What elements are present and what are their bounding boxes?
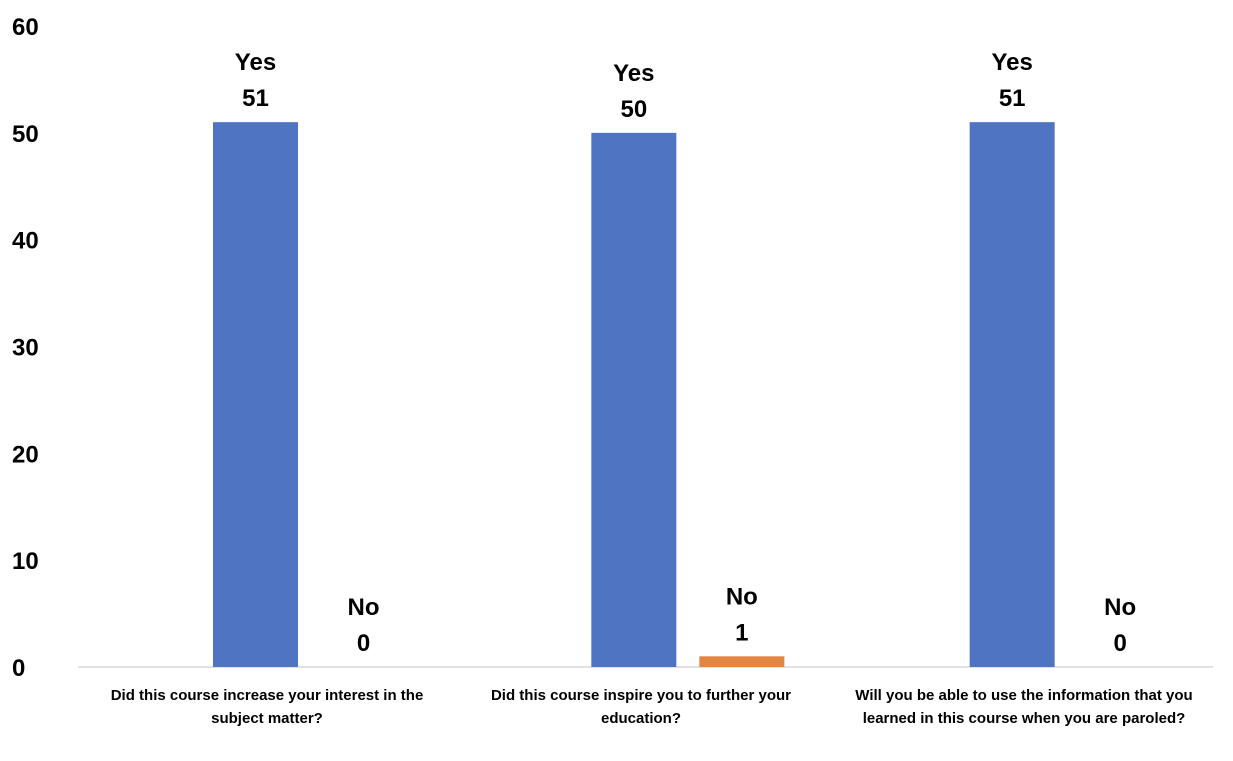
y-tick-label: 30 xyxy=(12,335,39,362)
bars xyxy=(213,122,1055,668)
data-label-series: No xyxy=(348,594,380,621)
bar-yes xyxy=(213,122,298,667)
data-label-series: Yes xyxy=(613,60,654,87)
data-label-value: 51 xyxy=(242,85,269,112)
y-tick-label: 0 xyxy=(12,655,25,682)
data-label-value: 1 xyxy=(735,619,748,646)
y-tick-label: 10 xyxy=(12,548,39,575)
y-tick-label: 60 xyxy=(12,14,39,41)
y-tick-label: 50 xyxy=(12,121,39,148)
data-labels: Yes 51 No 0 Yes 50 No 1 Yes 51 No 0 xyxy=(235,49,1136,657)
data-label-value: 0 xyxy=(1113,630,1126,657)
data-label-series: Yes xyxy=(235,49,276,76)
bar-yes xyxy=(591,132,677,668)
data-label-value: 51 xyxy=(999,85,1026,112)
data-label-series: Yes xyxy=(991,49,1032,76)
data-label-series: No xyxy=(726,583,758,610)
y-axis-ticks: 0 10 20 30 40 50 60 xyxy=(12,14,39,682)
category-label-1: Did this course increase your interest i… xyxy=(110,687,424,727)
bar-no xyxy=(699,656,785,667)
data-label-series: No xyxy=(1104,594,1136,621)
data-label-value: 50 xyxy=(620,96,647,123)
data-label-value: 0 xyxy=(357,630,370,657)
y-tick-label: 20 xyxy=(12,441,39,468)
bar-yes xyxy=(969,122,1055,667)
category-label-2: Did this course inspire you to further y… xyxy=(490,687,792,727)
category-label-3: Will you be able to use the information … xyxy=(855,687,1193,727)
y-tick-label: 40 xyxy=(12,228,39,255)
